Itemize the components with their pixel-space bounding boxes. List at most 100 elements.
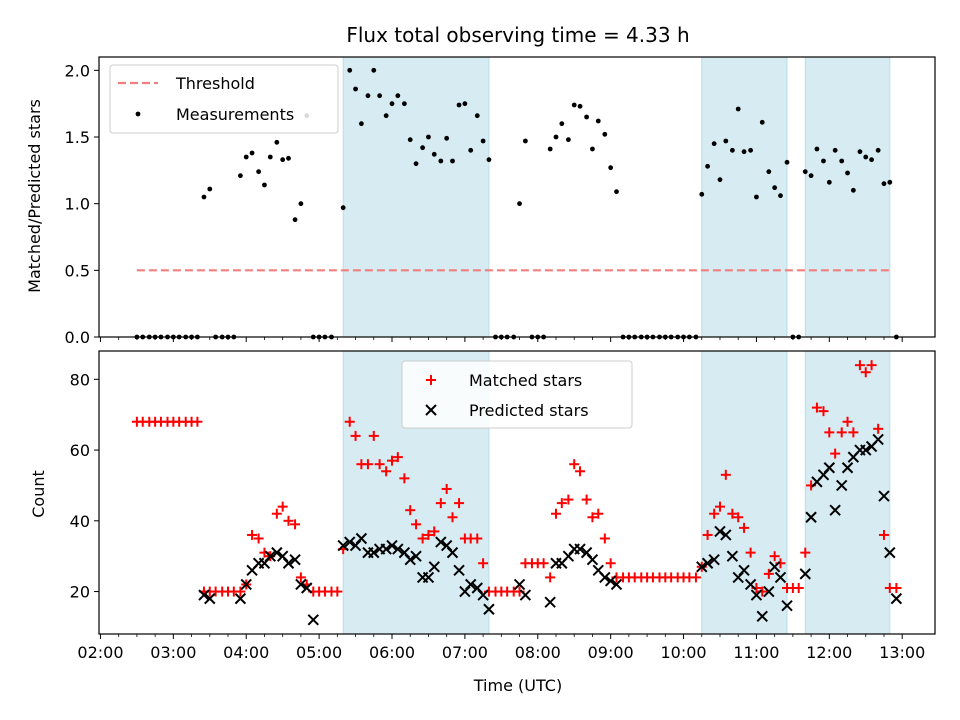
predicted-star-marker bbox=[271, 546, 283, 559]
predicted-star-marker bbox=[878, 490, 890, 502]
measurement-point bbox=[741, 149, 747, 155]
predicted-star-marker bbox=[835, 479, 848, 492]
matched-star-marker bbox=[362, 459, 373, 470]
matched-star-marker bbox=[769, 551, 780, 562]
measurement-point bbox=[243, 154, 249, 160]
marker-stroke bbox=[610, 578, 623, 591]
measurement-point bbox=[256, 169, 262, 175]
marker-stroke bbox=[841, 462, 854, 474]
matched-star-marker bbox=[690, 572, 701, 583]
marker-stroke bbox=[410, 550, 422, 562]
matched-star-marker bbox=[387, 455, 398, 466]
measurement-point bbox=[571, 102, 577, 108]
measurement-point bbox=[759, 119, 765, 125]
matched-star-marker bbox=[368, 430, 379, 441]
measurement-point bbox=[814, 146, 820, 152]
measurement-point bbox=[431, 151, 437, 157]
predicted-star-marker bbox=[884, 546, 896, 559]
measurement-point bbox=[401, 101, 407, 107]
legend-predicted-label: Predicted stars bbox=[469, 401, 589, 420]
predicted-star-marker bbox=[544, 596, 556, 608]
marker-stroke bbox=[392, 543, 404, 555]
predicted-star-marker bbox=[446, 546, 459, 559]
matched-star-marker bbox=[727, 508, 738, 519]
matched-star-marker bbox=[836, 427, 847, 438]
measurement-point bbox=[766, 169, 772, 175]
matched-star-marker bbox=[581, 494, 592, 505]
matched-star-marker bbox=[399, 473, 410, 484]
measurement-point bbox=[590, 146, 595, 152]
predicted-star-marker bbox=[337, 539, 349, 552]
predicted-star-marker bbox=[841, 462, 854, 474]
top-y-axis-label: Matched/Predicted stars bbox=[25, 99, 44, 293]
matched-star-marker bbox=[350, 430, 361, 441]
plot-frame bbox=[98, 56, 936, 338]
marker-stroke bbox=[425, 404, 437, 416]
matched-star-marker bbox=[830, 448, 841, 459]
marker-stroke bbox=[386, 539, 398, 552]
predicted-star-marker bbox=[738, 564, 750, 577]
marker-stroke bbox=[276, 550, 289, 562]
predicted-star-marker bbox=[599, 571, 611, 584]
measurement-point bbox=[717, 177, 723, 183]
measurement-point bbox=[784, 159, 790, 165]
marker-stroke bbox=[422, 571, 435, 584]
measurement-point bbox=[839, 158, 845, 164]
predicted-star-marker bbox=[513, 578, 526, 591]
predicted-star-marker bbox=[750, 589, 763, 601]
x-tick-label: 05:00 bbox=[296, 643, 342, 662]
measurement-point bbox=[808, 173, 814, 179]
measurement-point bbox=[365, 93, 371, 99]
predicted-star-marker bbox=[234, 592, 247, 605]
legend-threshold-label: Threshold bbox=[175, 74, 255, 93]
predicted-star-marker bbox=[774, 571, 787, 584]
marker-stroke bbox=[726, 550, 739, 562]
predicted-star-marker bbox=[344, 536, 356, 548]
measurement-point bbox=[371, 67, 377, 73]
marker-stroke bbox=[380, 543, 392, 555]
shaded-interval bbox=[342, 56, 490, 338]
measurement-point bbox=[456, 102, 462, 108]
matched-star-marker bbox=[709, 508, 720, 519]
x-tick-label: 13:00 bbox=[879, 643, 925, 662]
measurement-point bbox=[602, 131, 608, 137]
predicted-star-marker bbox=[453, 564, 465, 577]
marker-stroke bbox=[878, 490, 890, 502]
matched-star-marker bbox=[441, 483, 452, 494]
measurement-point bbox=[474, 113, 480, 119]
matched-star-marker bbox=[538, 558, 549, 569]
predicted-star-marker bbox=[465, 578, 477, 591]
y-tick-label: 80 bbox=[70, 370, 90, 389]
matched-star-marker bbox=[563, 494, 574, 505]
marker-stroke bbox=[708, 554, 720, 566]
x-tick-label: 06:00 bbox=[369, 643, 415, 662]
matched-star-marker bbox=[417, 533, 428, 544]
measurement-point bbox=[584, 114, 590, 120]
matched-star-marker bbox=[891, 583, 902, 594]
predicted-star-marker bbox=[307, 614, 319, 626]
marker-stroke bbox=[890, 592, 903, 605]
predicted-star-marker bbox=[860, 444, 872, 456]
marker-stroke bbox=[774, 571, 787, 584]
measurement-point bbox=[413, 161, 419, 167]
measurement-point bbox=[754, 194, 759, 200]
marker-stroke bbox=[744, 578, 757, 591]
matched-star-marker bbox=[247, 529, 258, 540]
legend-matched-swatch bbox=[426, 375, 436, 385]
marker-stroke bbox=[344, 536, 356, 548]
measurement-point bbox=[292, 217, 298, 223]
measurement-point bbox=[340, 205, 346, 211]
marker-stroke bbox=[465, 578, 477, 591]
shaded-interval bbox=[804, 350, 891, 635]
predicted-star-marker bbox=[604, 575, 617, 587]
predicted-star-marker bbox=[726, 550, 739, 562]
measurement-point bbox=[869, 157, 874, 163]
measurement-point bbox=[517, 201, 522, 207]
matched-star-marker bbox=[842, 416, 853, 427]
legend-measurement-label: Measurements bbox=[176, 105, 294, 124]
marker-stroke bbox=[355, 532, 368, 545]
measurement-point bbox=[286, 155, 291, 161]
marker-stroke bbox=[860, 444, 872, 456]
x-tick-label: 08:00 bbox=[515, 643, 561, 662]
bottom-panel: 20 40 60 80 02:00 03:00 04:00 05:00 06:00 07:00 08… bbox=[70, 350, 936, 662]
